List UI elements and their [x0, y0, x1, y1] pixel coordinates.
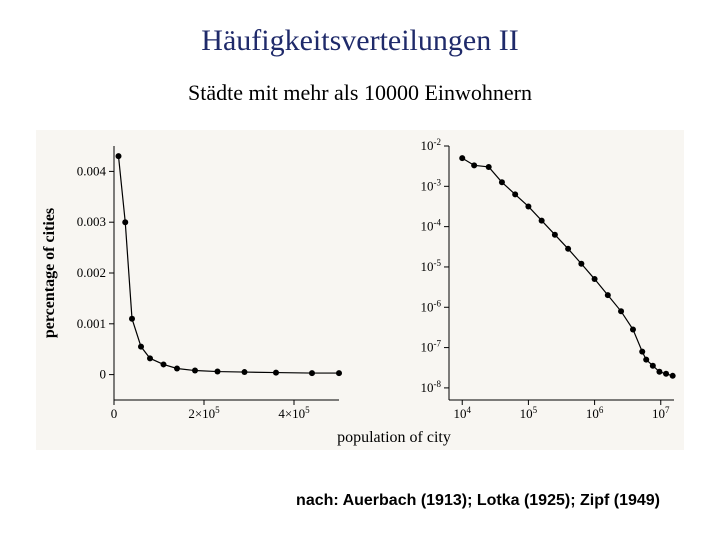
- svg-text:10-7: 10-7: [421, 339, 442, 355]
- chart-svg: 0 0.001 0.002 0.003 0.004 0 2×105 4×105 10-2 10-3…: [36, 130, 684, 450]
- svg-text:0.001: 0.001: [77, 316, 106, 331]
- svg-text:10-5: 10-5: [421, 258, 442, 274]
- svg-text:percentage of cities: percentage of cities: [41, 208, 58, 338]
- svg-text:107: 107: [652, 405, 670, 421]
- svg-text:10-4: 10-4: [421, 218, 442, 234]
- slide-subtitle: Städte mit mehr als 10000 Einwohnern: [0, 80, 720, 106]
- svg-text:105: 105: [520, 405, 538, 421]
- citation-caption: nach: Auerbach (1913); Lotka (1925); Zip…: [296, 492, 660, 510]
- svg-text:106: 106: [586, 405, 604, 421]
- svg-text:104: 104: [453, 405, 471, 421]
- svg-text:0.004: 0.004: [77, 163, 107, 178]
- svg-text:0: 0: [111, 406, 118, 421]
- svg-text:10-6: 10-6: [421, 298, 442, 314]
- svg-text:2×105: 2×105: [188, 405, 220, 421]
- svg-text:0: 0: [100, 367, 107, 382]
- svg-text:4×105: 4×105: [278, 405, 310, 421]
- svg-text:0.002: 0.002: [77, 265, 106, 280]
- svg-text:10-3: 10-3: [421, 177, 442, 193]
- svg-text:0.003: 0.003: [77, 214, 106, 229]
- svg-text:population of city: population of city: [337, 429, 451, 446]
- figure-area: 0 0.001 0.002 0.003 0.004 0 2×105 4×105 10-2 10-3…: [36, 130, 684, 450]
- svg-text:10-8: 10-8: [421, 379, 442, 395]
- slide: Häufigkeitsverteilungen II Städte mit me…: [0, 0, 720, 540]
- slide-title: Häufigkeitsverteilungen II: [0, 24, 720, 58]
- svg-text:10-2: 10-2: [421, 137, 442, 153]
